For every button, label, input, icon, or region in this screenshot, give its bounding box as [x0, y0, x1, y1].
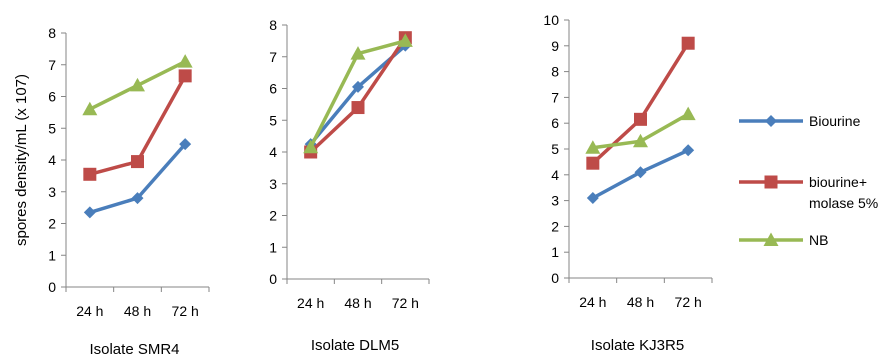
- legend-marker-1: [765, 115, 777, 127]
- x-tick-label: 72 h: [172, 303, 199, 319]
- y-tick-label: 3: [269, 176, 277, 192]
- y-tick-label: 7: [551, 89, 559, 105]
- y-tick-label: 0: [551, 270, 559, 286]
- y-tick-label: 3: [48, 184, 56, 200]
- chart-title: Isolate SMR4: [89, 341, 179, 358]
- y-tick-label: 10: [543, 12, 559, 28]
- data-point-s2: [351, 101, 365, 115]
- data-point-s2: [586, 156, 600, 170]
- y-tick-label: 9: [551, 38, 559, 54]
- legend-label-1: Biourine: [809, 113, 861, 129]
- x-tick-label: 48 h: [124, 303, 151, 319]
- y-tick-label: 6: [551, 115, 559, 131]
- x-tick-label: 48 h: [627, 294, 654, 310]
- legend-label-3: NB: [809, 232, 828, 248]
- x-tick-label: 72 h: [392, 295, 419, 311]
- legend: Biourine biourine+ molase 5% NB: [739, 113, 878, 248]
- data-point-s1: [83, 206, 96, 219]
- chart-panel-2: 0 1 2 3 4 5 6 7 8 24 h 48 h 72 h Isolate DLM5: [269, 17, 430, 354]
- legend-marker-3: [763, 232, 779, 246]
- legend-marker-2: [764, 175, 778, 189]
- y-tick-label: 5: [48, 120, 56, 136]
- chart-panel-1: 0 1 2 3 4 5 6 7 8 24 h 48 h 72 h Isolate SMR4 spores …: [13, 25, 210, 358]
- y-tick-label: 0: [269, 271, 277, 287]
- data-point-s2: [634, 112, 647, 126]
- chart-panel-3: 0 1 2 3 4 5 6 7 8 9 10 24 h 48 h 72 h Isolate KJ3R5: [543, 12, 713, 354]
- y-tick-label: 4: [269, 144, 277, 160]
- data-point-s2: [131, 155, 144, 169]
- y-tick-label: 2: [48, 216, 56, 232]
- data-point-s2: [83, 167, 97, 181]
- legend-label-2: biourine+: [809, 174, 867, 190]
- y-tick-label: 4: [48, 152, 56, 168]
- chart-title: Isolate DLM5: [311, 337, 399, 354]
- y-axis-label: spores density/mL (x 107): [13, 74, 30, 246]
- x-tick-label: 24 h: [297, 295, 324, 311]
- data-point-s3: [633, 133, 648, 148]
- data-point-s1: [179, 138, 192, 151]
- y-tick-label: 0: [48, 279, 56, 295]
- legend-label-2: molase 5%: [809, 195, 878, 211]
- data-point-s3: [177, 54, 193, 68]
- x-tick-label: 24 h: [579, 294, 606, 310]
- y-tick-label: 3: [551, 193, 559, 209]
- y-tick-label: 7: [48, 57, 56, 73]
- data-point-s2: [178, 69, 192, 83]
- data-point-s3: [397, 33, 413, 47]
- data-point-s3: [680, 106, 696, 121]
- y-tick-label: 8: [551, 64, 559, 80]
- chart-title: Isolate KJ3R5: [591, 337, 684, 354]
- y-tick-label: 1: [551, 244, 559, 260]
- y-tick-label: 7: [269, 49, 277, 65]
- data-point-s1: [131, 192, 144, 205]
- y-tick-label: 5: [551, 141, 559, 157]
- x-tick-label: 48 h: [344, 295, 371, 311]
- y-tick-label: 8: [48, 25, 56, 41]
- y-tick-label: 6: [48, 89, 56, 105]
- data-point-s3: [585, 140, 601, 154]
- y-tick-label: 4: [551, 167, 559, 183]
- x-tick-label: 24 h: [76, 303, 103, 319]
- data-point-s3: [303, 139, 319, 154]
- y-tick-label: 2: [269, 208, 277, 224]
- y-tick-label: 1: [269, 239, 277, 255]
- y-tick-label: 2: [551, 218, 559, 234]
- data-point-s1: [352, 80, 364, 93]
- y-tick-label: 8: [269, 17, 277, 33]
- x-tick-label: 72 h: [675, 294, 702, 310]
- data-point-s2: [681, 36, 695, 50]
- data-point-s3: [130, 77, 145, 92]
- data-point-s1: [634, 166, 647, 179]
- data-point-s1: [586, 192, 599, 205]
- data-point-s3: [82, 101, 98, 116]
- data-point-s1: [682, 144, 695, 157]
- y-tick-label: 5: [269, 112, 277, 128]
- y-tick-label: 1: [48, 247, 56, 263]
- y-tick-label: 6: [269, 81, 277, 97]
- data-point-s3: [350, 46, 366, 60]
